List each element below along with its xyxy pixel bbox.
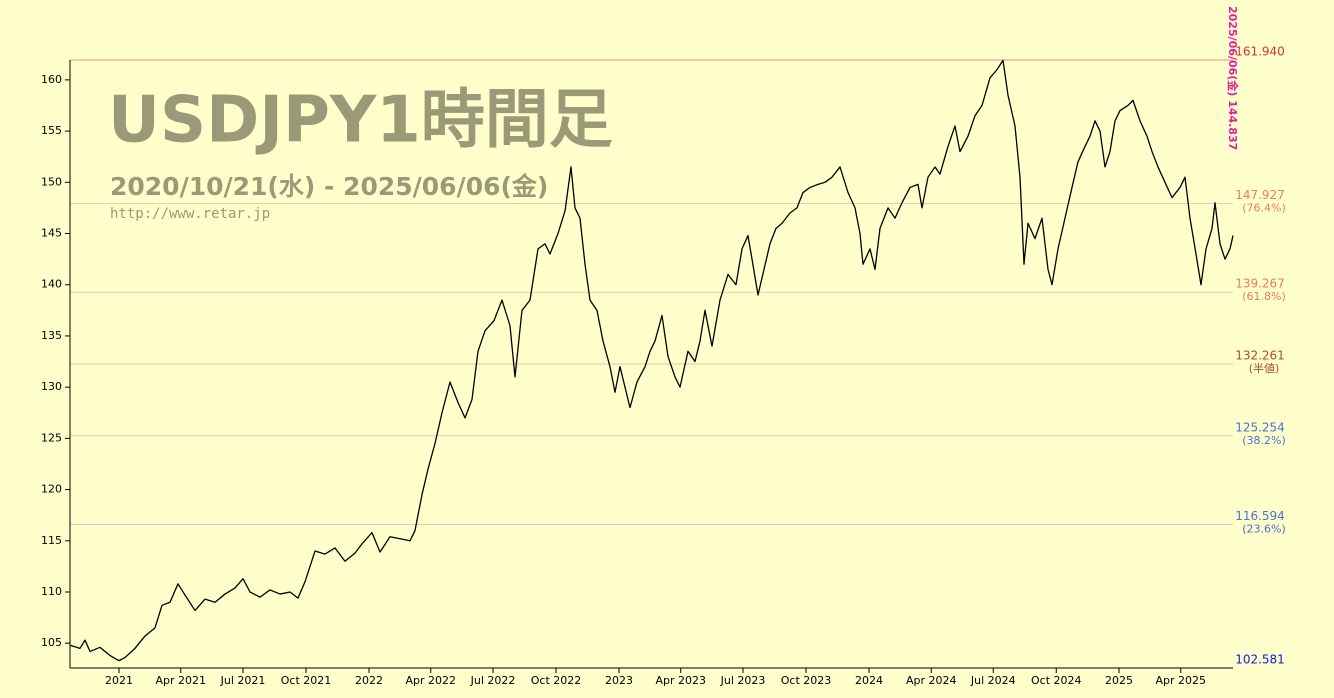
y-tick-label: 145: [41, 227, 62, 240]
y-tick-label: 125: [41, 431, 62, 444]
x-tick-label: Apr 2024: [906, 674, 957, 687]
x-tick-label: Apr 2025: [1155, 674, 1206, 687]
chart-title: USDJPY1時間足: [108, 84, 613, 158]
x-tick-label: Jul 2023: [720, 674, 766, 687]
x-tick-label: Jul 2024: [970, 674, 1016, 687]
y-tick-label: 130: [41, 380, 62, 393]
x-tick-label: 2023: [605, 674, 633, 687]
x-tick-label: Jul 2021: [220, 674, 266, 687]
x-tick-label: Apr 2021: [155, 674, 206, 687]
y-tick-label: 110: [41, 585, 62, 598]
level-label: 132.261: [1235, 348, 1285, 362]
y-tick-label: 155: [41, 124, 62, 137]
level-label: 116.594: [1235, 509, 1285, 523]
y-tick-label: 150: [41, 175, 62, 188]
x-tick-label: Oct 2022: [531, 674, 582, 687]
x-tick-label: Apr 2022: [405, 674, 456, 687]
x-tick-label: Oct 2023: [781, 674, 832, 687]
last-price-annotation: 2025/06/06(金) 144.837: [1226, 6, 1240, 150]
y-tick-label: 105: [41, 636, 62, 649]
source-url: http://www.retar.jp: [110, 206, 270, 222]
level-note: (76.4%): [1242, 202, 1286, 215]
x-tick-label: Apr 2023: [655, 674, 706, 687]
x-tick-label: 2025: [1105, 674, 1133, 687]
x-tick-label: 2024: [855, 674, 883, 687]
y-tick-label: 115: [41, 534, 62, 547]
level-label: 161.940: [1235, 45, 1285, 59]
x-tick-label: Oct 2024: [1031, 674, 1082, 687]
y-tick-label: 135: [41, 329, 62, 342]
x-tick-label: 2022: [355, 674, 383, 687]
y-tick-label: 160: [41, 73, 62, 86]
x-tick-label: 2021: [105, 674, 133, 687]
level-note: (23.6%): [1242, 522, 1286, 535]
level-note: (38.2%): [1242, 434, 1286, 447]
level-label: 147.927: [1235, 188, 1285, 202]
x-tick-label: Oct 2021: [281, 674, 332, 687]
x-tick-label: Jul 2022: [470, 674, 516, 687]
price-line: [69, 59, 1234, 662]
level-label: 102.581: [1235, 653, 1285, 667]
y-tick-label: 120: [41, 483, 62, 496]
level-note: (半値): [1249, 361, 1280, 375]
level-label: 139.267: [1235, 277, 1285, 291]
y-tick-label: 140: [41, 278, 62, 291]
level-note: (61.8%): [1242, 290, 1286, 303]
chart-subtitle: 2020/10/21(水) - 2025/06/06(金): [110, 172, 548, 201]
level-label: 125.254: [1235, 420, 1285, 434]
